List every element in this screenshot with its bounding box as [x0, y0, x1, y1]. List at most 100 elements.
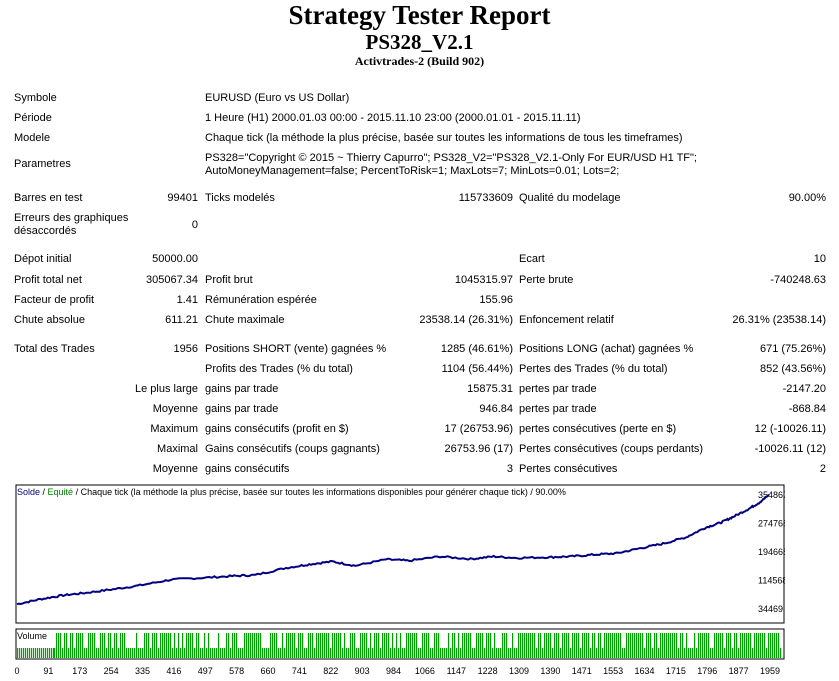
- volume-bar: [708, 648, 710, 658]
- volume-bar: [754, 633, 756, 648]
- volume-bar: [84, 648, 86, 658]
- volume-bar: [250, 648, 252, 658]
- volume-bar: [464, 633, 466, 648]
- avg-consec-loss-value: 2: [819, 463, 826, 475]
- plot-frame: [15, 484, 785, 624]
- y-axis-ticks: 354867 274768 194668 114568 34469: [758, 490, 788, 614]
- chart-legend: Solde / Equité / Chaque tick (la méthode…: [17, 487, 566, 497]
- volume-bar: [326, 633, 328, 648]
- volume-bar: [698, 648, 700, 658]
- volume-bar: [680, 633, 682, 648]
- volume-bar: [580, 648, 582, 658]
- volume-bar: [564, 648, 566, 658]
- volume-bar: [82, 648, 84, 658]
- volume-bar: [332, 648, 334, 658]
- volume-bar: [160, 633, 162, 648]
- volume-bar: [23, 648, 25, 658]
- volume-bar: [720, 633, 722, 648]
- volume-bar: [728, 648, 730, 658]
- volume-bar: [372, 648, 374, 658]
- errors-label-line-1: Erreurs des graphiques: [14, 212, 129, 224]
- volume-bar: [762, 648, 764, 658]
- volume-bar: [732, 648, 734, 658]
- volume-bar: [496, 648, 498, 658]
- volume-bar: [472, 648, 474, 658]
- volume-bar: [47, 648, 49, 658]
- volume-bar: [186, 633, 188, 648]
- volume-bar: [540, 648, 542, 658]
- volume-bar: [128, 648, 130, 658]
- total-trades-label: Total des Trades: [14, 343, 95, 355]
- volume-bar: [280, 648, 282, 658]
- volume-bar: [172, 648, 174, 658]
- volume-bar: [306, 648, 308, 658]
- volume-bar: [200, 648, 202, 658]
- volume-bar: [752, 648, 754, 658]
- volume-bar: [374, 633, 376, 648]
- volume-bar: [482, 648, 484, 658]
- volume-bar: [29, 648, 31, 658]
- y-tick-label: 34469: [758, 604, 783, 614]
- volume-bar: [180, 648, 182, 658]
- volume-bar: [208, 633, 210, 648]
- balance-series-line: [16, 494, 770, 606]
- volume-bar: [738, 648, 740, 658]
- volume-bar: [592, 633, 594, 648]
- volume-bar: [216, 648, 218, 658]
- volume-bar: [670, 648, 672, 658]
- x-tick-label: 822: [323, 666, 338, 676]
- volume-bar: [664, 648, 666, 658]
- volume-bar: [564, 633, 566, 648]
- volume-bar: [524, 648, 526, 658]
- volume-bar: [334, 648, 336, 658]
- volume-bar: [39, 648, 41, 658]
- volume-bar: [90, 648, 92, 658]
- volume-bar: [336, 648, 338, 658]
- volume-bar: [768, 633, 770, 648]
- volume-bar: [278, 648, 280, 658]
- volume-bar: [380, 648, 382, 658]
- volume-bar: [64, 648, 66, 658]
- volume-bar: [224, 648, 226, 658]
- volume-bar: [54, 648, 56, 658]
- volume-bar: [516, 648, 518, 658]
- volume-bar: [342, 648, 344, 658]
- volume-bar: [484, 648, 486, 658]
- volume-bar: [394, 648, 396, 658]
- volume-bar: [43, 648, 45, 658]
- balance-chart-svg: Solde / Equité / Chaque tick (la méthode…: [14, 483, 788, 663]
- volume-bar: [414, 633, 416, 648]
- volume-bar: [90, 633, 92, 648]
- volume-bar: [368, 648, 370, 658]
- volume-bar: [584, 633, 586, 648]
- volume-bar: [578, 648, 580, 658]
- volume-bar: [502, 648, 504, 658]
- bars-value: 99401: [167, 192, 198, 204]
- volume-bar: [56, 633, 58, 648]
- volume-bar: [208, 648, 210, 658]
- volume-bar: [76, 648, 78, 658]
- params-label: Parametres: [14, 158, 71, 170]
- volume-bar: [156, 633, 158, 648]
- volume-bar: [586, 648, 588, 658]
- volume-bar: [78, 648, 80, 658]
- volume-bar: [198, 648, 200, 658]
- volume-bar: [566, 633, 568, 648]
- volume-bar: [626, 633, 628, 648]
- x-tick-label: 903: [355, 666, 370, 676]
- volume-bar: [618, 648, 620, 658]
- max-drawdown-value: 23538.14 (26.31%): [419, 314, 513, 326]
- volume-bar: [104, 633, 106, 648]
- volume-bar: [706, 648, 708, 658]
- volume-bar: [616, 648, 618, 658]
- volume-bar: [718, 633, 720, 648]
- volume-bar: [606, 648, 608, 658]
- volume-bar: [448, 633, 450, 648]
- volume-bar: [318, 633, 320, 648]
- volume-bar: [464, 648, 466, 658]
- volume-bar: [662, 648, 664, 658]
- volume-bar: [452, 633, 454, 648]
- y-tick-label: 354867: [758, 490, 785, 500]
- volume-bar: [188, 633, 190, 648]
- volume-bar: [710, 648, 712, 658]
